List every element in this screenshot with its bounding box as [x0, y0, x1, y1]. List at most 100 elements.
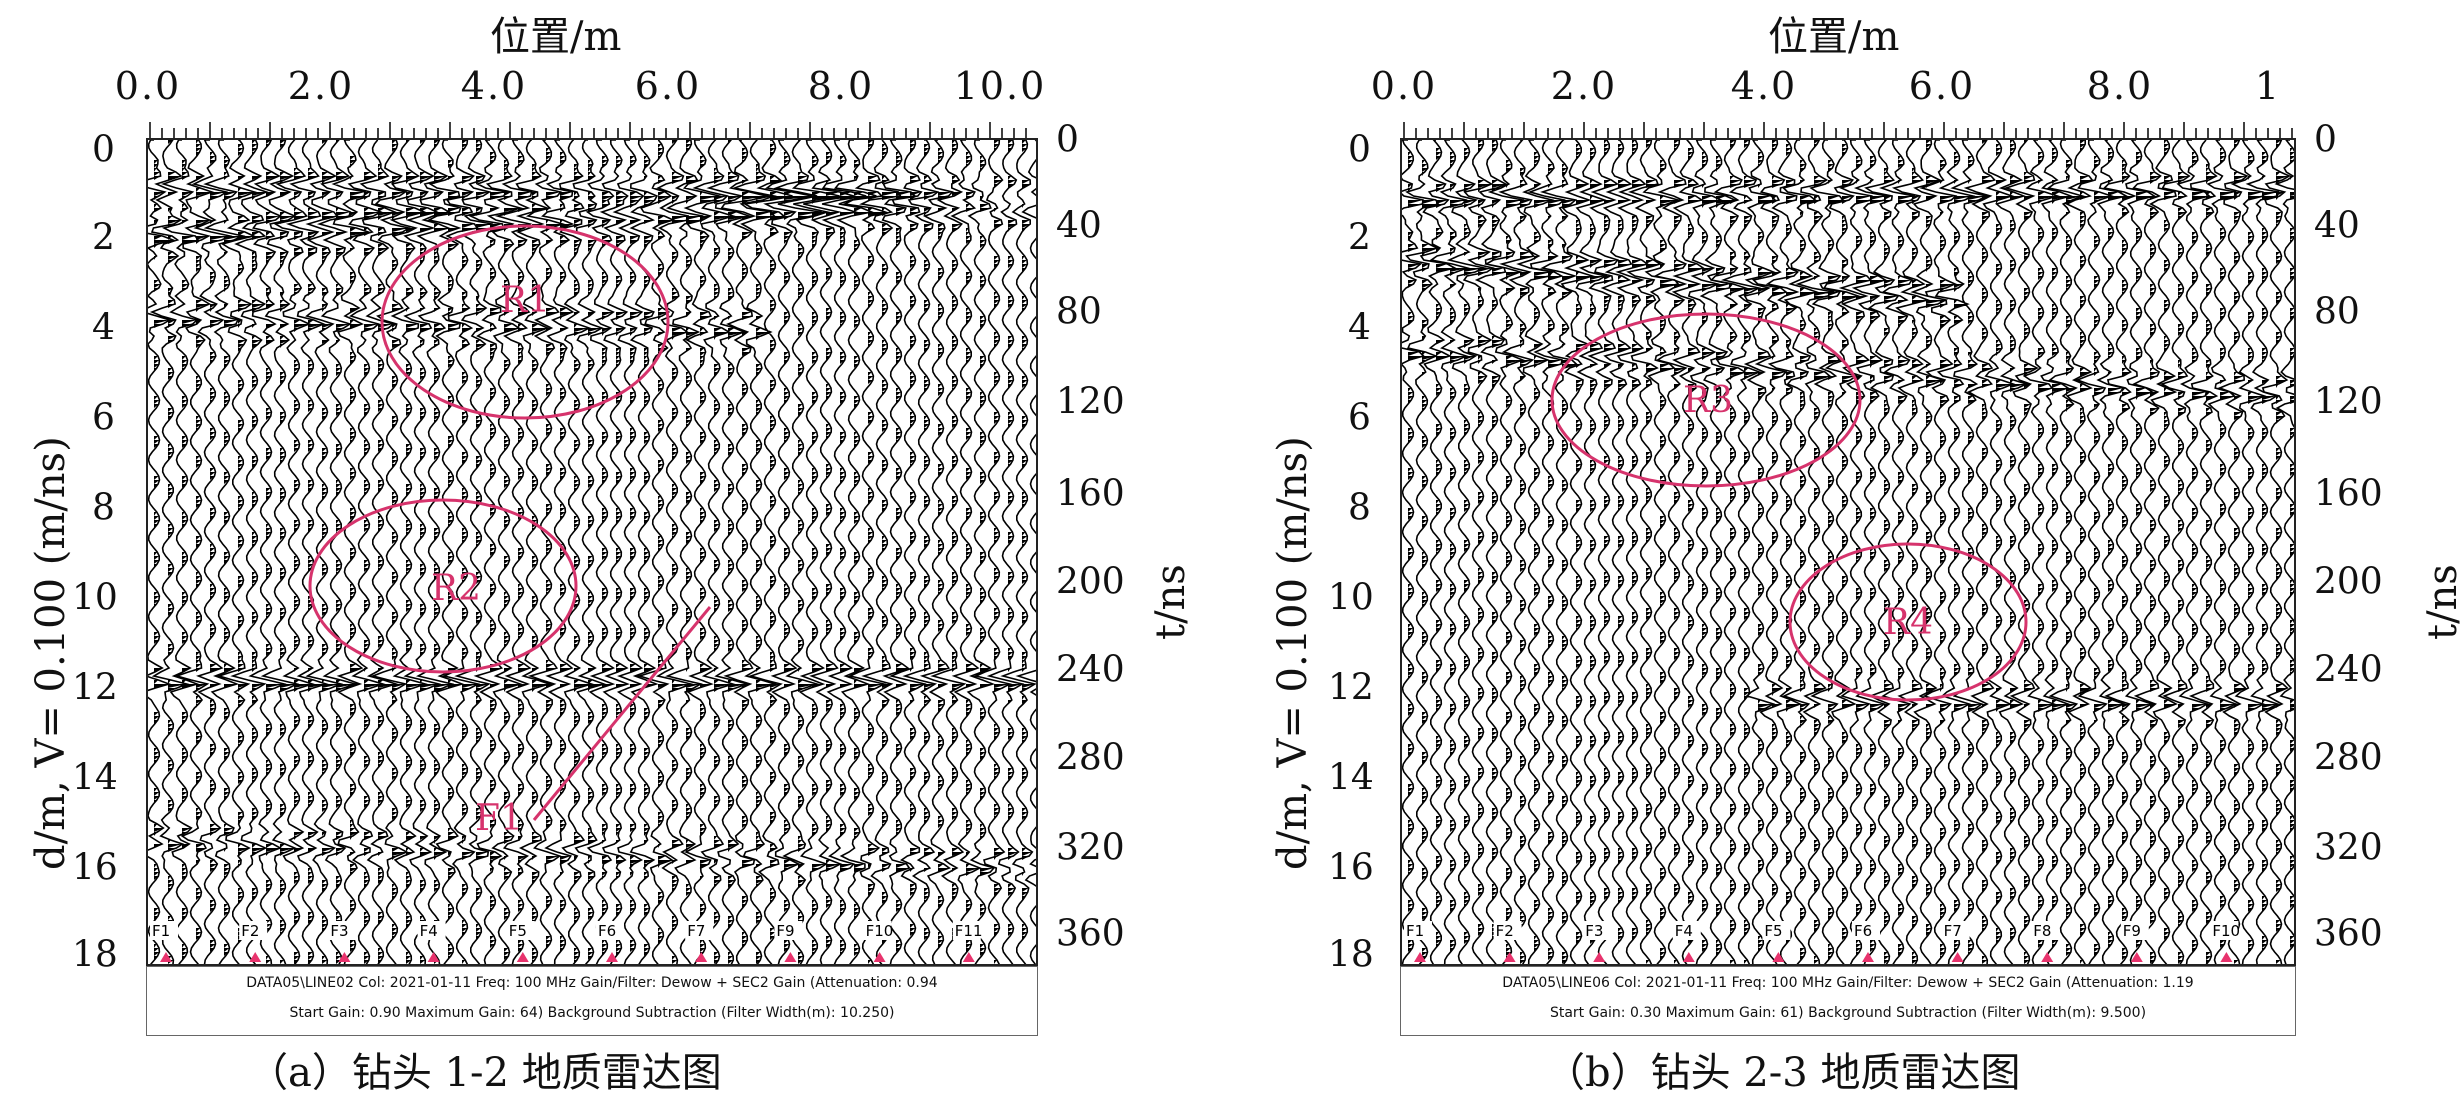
x-tick: 2.0 [1550, 64, 1618, 108]
trace-lines [148, 140, 1036, 964]
marker-label-bg [1852, 921, 1880, 940]
annotation-ellipse-r4 [1788, 542, 2028, 702]
time-tick: 160 [1056, 473, 1125, 515]
marker-label-bg [239, 921, 268, 940]
marker-label-bg [2031, 921, 2060, 940]
marker-label-bg [685, 921, 714, 940]
annotation-line-f1 [532, 606, 712, 821]
x-tick: 10.0 [953, 64, 1047, 108]
marker-label: F3 [1585, 922, 1603, 940]
x-tick: 8.0 [2086, 64, 2154, 108]
marker-label: F5 [1764, 922, 1782, 940]
depth-tick: 0 [1348, 129, 1371, 171]
depth-tick: 0 [92, 129, 115, 171]
depth-tick: 14 [72, 757, 118, 799]
top-ruler [149, 122, 1027, 138]
depth-tick: 12 [1328, 667, 1374, 709]
marker-label: F8 [2033, 922, 2051, 940]
marker-label-bg [863, 921, 892, 940]
depth-tick: 6 [1348, 397, 1371, 439]
annotation-layer: R3 R4 [1550, 312, 2028, 702]
depth-tick: 18 [1328, 934, 1374, 976]
marker-label: F6 [1854, 922, 1872, 940]
marker-label: F2 [1496, 922, 1514, 940]
x-tick: 8.0 [807, 64, 875, 108]
x-tick: 0.0 [114, 64, 182, 108]
depth-tick: 2 [1348, 217, 1371, 259]
depth-tick: 12 [72, 667, 118, 709]
depth-tick: 4 [92, 307, 115, 349]
depth-tick: 2 [92, 217, 115, 259]
marker-triangle [1772, 952, 1785, 962]
marker-label: F4 [1675, 922, 1693, 940]
marker-layer: F1 F2 F3 F4 F5 F6 F7 F8 F9 F10 [1404, 921, 2240, 962]
marker-layer: F1 F2 F3 F4 F5 F6 F7 F9 F10 F11 [150, 921, 983, 962]
time-tick: 240 [2314, 649, 2383, 691]
marker-label-bg [774, 921, 803, 940]
figure-caption: （b）钻头 2-3 地质雷达图 [1545, 1050, 2021, 1096]
marker-label-bg [1762, 921, 1791, 940]
depth-tick: 6 [92, 397, 115, 439]
marker-label-bg [952, 921, 981, 940]
time-tick: 40 [1056, 205, 1102, 247]
right-axis-label: t/ns [1148, 564, 1194, 640]
marker-label: F9 [2123, 922, 2141, 940]
marker-triangle [160, 952, 172, 962]
marker-triangle [427, 952, 440, 962]
radargram-b: R3 R4 F1 F2 F3 F4 F5 F6 F7 F8 F9 F10 [1400, 138, 2296, 966]
radar-traces [148, 140, 1036, 964]
marker-label-bg [2210, 921, 2239, 940]
marker-triangle [962, 952, 975, 962]
marker-triangle [516, 952, 529, 962]
trace-lines [1402, 140, 2294, 964]
left-axis-label: d/m, V= 0.100 (m/ns) [28, 436, 74, 870]
marker-label: F4 [420, 922, 438, 940]
time-tick: 80 [2314, 291, 2360, 333]
x-tick: 4.0 [1730, 64, 1798, 108]
marker-label: F9 [776, 922, 794, 940]
marker-triangle [1682, 952, 1695, 962]
marker-label-bg [596, 921, 624, 940]
x-tick: 6.0 [1908, 64, 1976, 108]
marker-label: F3 [330, 922, 348, 940]
marker-triangle [695, 952, 708, 962]
right-axis-label: t/ns [2420, 564, 2463, 640]
time-tick: 0 [2314, 119, 2337, 161]
annotation-label-f1: F1 [475, 798, 523, 839]
marker-label-bg [150, 921, 178, 940]
marker-triangle [1414, 952, 1426, 962]
time-tick: 80 [1056, 291, 1102, 333]
marker-triangle [1951, 952, 1964, 962]
x-tick: 2.0 [287, 64, 355, 108]
radar-traces [1402, 140, 2294, 964]
marker-triangle [1593, 952, 1606, 962]
figure-caption: （a）钻头 1-2 地质雷达图 [248, 1050, 722, 1096]
depth-tick: 8 [1348, 487, 1371, 529]
info-line: Start Gain: 0.30 Maximum Gain: 61) Backg… [1549, 1005, 2147, 1021]
x-tick: 0.0 [1370, 64, 1438, 108]
marker-label: F11 [955, 922, 983, 940]
marker-label: F6 [598, 922, 616, 940]
marker-label-bg [1941, 921, 1970, 940]
acquisition-info: DATA05\LINE06 Col: 2021-01-11 Freq: 100 … [1400, 966, 2296, 1036]
marker-triangle [2041, 952, 2054, 962]
marker-label: F5 [509, 922, 527, 940]
x-tick: 4.0 [460, 64, 528, 108]
marker-label-bg [1404, 921, 1432, 940]
marker-triangle [784, 952, 797, 962]
marker-label: F1 [152, 922, 170, 940]
annotation-layer: R1 R2 F1 [308, 224, 712, 839]
marker-label-bg [1583, 921, 1612, 940]
depth-tick: 18 [72, 934, 118, 976]
marker-label-bg [1672, 921, 1701, 940]
depth-tick: 10 [72, 577, 118, 619]
x-axis-title: 位置/m [1768, 14, 1900, 60]
marker-triangle [1503, 952, 1516, 962]
left-axis-label: d/m, V= 0.100 (m/ns) [1270, 436, 1316, 870]
marker-label-bg [417, 921, 446, 940]
info-line: DATA05\LINE06 Col: 2021-01-11 Freq: 100 … [1502, 975, 2194, 991]
info-line: DATA05\LINE02 Col: 2021-01-11 Freq: 100 … [246, 975, 938, 991]
marker-label: F1 [1406, 922, 1424, 940]
top-ruler [1403, 122, 2293, 138]
time-tick: 320 [1056, 827, 1125, 869]
